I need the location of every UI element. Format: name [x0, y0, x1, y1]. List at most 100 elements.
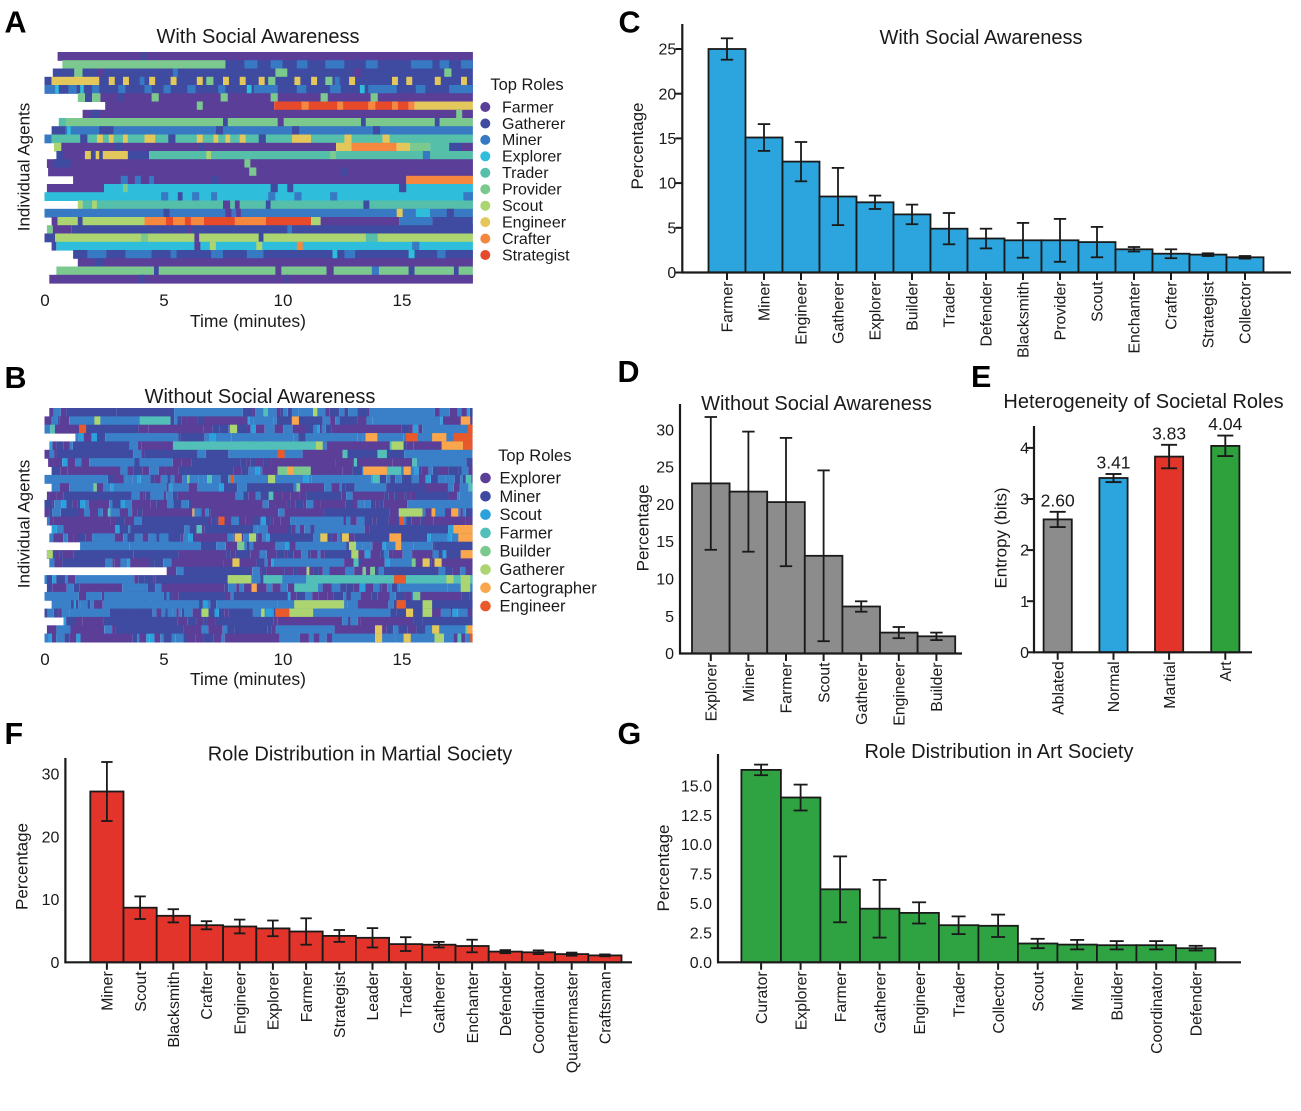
- svg-text:25: 25: [659, 42, 677, 59]
- svg-text:Without Social Awareness: Without Social Awareness: [145, 386, 376, 408]
- svg-text:Explorer: Explorer: [793, 971, 810, 1030]
- svg-text:12.5: 12.5: [681, 808, 712, 825]
- svg-text:1: 1: [1020, 594, 1029, 611]
- svg-text:20: 20: [656, 497, 674, 514]
- svg-text:15: 15: [393, 291, 412, 310]
- svg-text:15: 15: [659, 131, 677, 148]
- svg-text:Entropy (bits): Entropy (bits): [991, 487, 1010, 588]
- svg-text:Blacksmith: Blacksmith: [1016, 282, 1033, 358]
- svg-text:Builder: Builder: [1109, 971, 1126, 1020]
- svg-text:Trader: Trader: [502, 165, 549, 182]
- svg-text:15.0: 15.0: [681, 778, 712, 795]
- svg-text:0: 0: [40, 291, 49, 310]
- svg-text:A: A: [5, 5, 27, 39]
- svg-text:Blacksmith: Blacksmith: [166, 971, 183, 1047]
- svg-text:30: 30: [42, 767, 60, 784]
- svg-text:Time (minutes): Time (minutes): [190, 669, 306, 689]
- svg-text:Percentage: Percentage: [628, 103, 647, 190]
- svg-text:Crafter: Crafter: [1164, 282, 1181, 330]
- svg-text:Explorer: Explorer: [868, 282, 885, 341]
- svg-text:Enchanter: Enchanter: [1127, 282, 1144, 354]
- svg-text:Engineer: Engineer: [794, 282, 811, 345]
- svg-text:Engineer: Engineer: [232, 971, 249, 1034]
- svg-text:Enchanter: Enchanter: [465, 971, 482, 1043]
- svg-text:10: 10: [274, 650, 293, 669]
- svg-text:Gatherer: Gatherer: [432, 971, 449, 1033]
- svg-text:Scout: Scout: [502, 198, 543, 215]
- svg-text:Miner: Miner: [500, 488, 542, 506]
- svg-text:20: 20: [659, 86, 677, 103]
- svg-text:Engineer: Engineer: [892, 663, 909, 726]
- svg-text:4: 4: [1020, 441, 1029, 458]
- svg-text:Gatherer: Gatherer: [872, 971, 889, 1033]
- svg-text:Strategist: Strategist: [332, 971, 349, 1038]
- svg-text:5: 5: [667, 220, 676, 237]
- svg-text:Collector: Collector: [991, 971, 1008, 1033]
- svg-text:Builder: Builder: [500, 543, 552, 561]
- svg-text:2.60: 2.60: [1041, 490, 1075, 510]
- svg-text:3.83: 3.83: [1152, 423, 1186, 443]
- svg-text:3.41: 3.41: [1096, 453, 1130, 473]
- svg-text:Ablated: Ablated: [1050, 661, 1067, 715]
- svg-text:3: 3: [1020, 492, 1029, 509]
- svg-text:2.5: 2.5: [690, 926, 712, 943]
- svg-text:15: 15: [656, 534, 674, 551]
- svg-text:Trader: Trader: [942, 282, 959, 328]
- svg-text:Farmer: Farmer: [833, 971, 850, 1022]
- svg-text:B: B: [5, 361, 27, 395]
- svg-text:Miner: Miner: [741, 663, 758, 703]
- svg-text:0: 0: [50, 955, 59, 972]
- svg-text:Explorer: Explorer: [266, 971, 283, 1030]
- svg-text:Explorer: Explorer: [500, 470, 562, 488]
- svg-text:10: 10: [274, 291, 293, 310]
- svg-text:Trader: Trader: [398, 971, 415, 1017]
- svg-text:Gatherer: Gatherer: [854, 663, 871, 725]
- svg-text:Farmer: Farmer: [299, 971, 316, 1022]
- svg-text:Miner: Miner: [502, 132, 543, 149]
- svg-text:20: 20: [42, 829, 60, 846]
- svg-text:Martial: Martial: [1162, 661, 1179, 708]
- svg-text:Engineer: Engineer: [502, 214, 567, 231]
- svg-text:5: 5: [159, 291, 168, 310]
- svg-text:Engineer: Engineer: [912, 971, 929, 1034]
- svg-text:Craftsman: Craftsman: [598, 971, 615, 1044]
- svg-text:Top Roles: Top Roles: [498, 447, 571, 465]
- svg-text:Gatherer: Gatherer: [831, 282, 848, 344]
- svg-text:0: 0: [1020, 645, 1029, 662]
- svg-text:Scout: Scout: [816, 662, 833, 703]
- svg-text:Engineer: Engineer: [500, 598, 567, 616]
- svg-text:2: 2: [1020, 543, 1029, 560]
- svg-text:Builder: Builder: [929, 663, 946, 712]
- svg-text:5: 5: [159, 650, 168, 669]
- svg-text:Miner: Miner: [100, 971, 117, 1011]
- svg-text:Crafter: Crafter: [199, 971, 216, 1019]
- svg-text:5.0: 5.0: [690, 896, 712, 913]
- svg-text:E: E: [971, 360, 991, 394]
- svg-text:Time (minutes): Time (minutes): [190, 311, 306, 331]
- svg-text:Coordinator: Coordinator: [531, 971, 548, 1054]
- svg-text:D: D: [618, 355, 640, 389]
- svg-text:Explorer: Explorer: [704, 663, 721, 722]
- svg-text:With Social Awareness: With Social Awareness: [879, 27, 1082, 49]
- svg-text:Percentage: Percentage: [12, 823, 31, 910]
- svg-text:Provider: Provider: [502, 182, 562, 199]
- svg-text:Individual Agents: Individual Agents: [14, 460, 33, 589]
- svg-text:G: G: [618, 717, 642, 751]
- svg-text:15: 15: [393, 650, 412, 669]
- svg-text:Strategist: Strategist: [1201, 281, 1218, 348]
- svg-text:Miner: Miner: [1070, 971, 1087, 1011]
- svg-text:Scout: Scout: [133, 971, 150, 1012]
- svg-text:25: 25: [656, 460, 674, 477]
- svg-text:10: 10: [656, 572, 674, 589]
- svg-text:Collector: Collector: [1238, 282, 1255, 344]
- svg-text:5: 5: [665, 609, 674, 626]
- svg-text:Normal: Normal: [1106, 661, 1123, 712]
- svg-text:Defender: Defender: [1188, 971, 1205, 1036]
- svg-text:10: 10: [42, 892, 60, 909]
- svg-text:4.04: 4.04: [1208, 414, 1242, 434]
- svg-text:Art: Art: [1218, 661, 1235, 682]
- svg-text:Leader: Leader: [365, 971, 382, 1020]
- svg-text:Builder: Builder: [905, 282, 922, 331]
- svg-text:10.0: 10.0: [681, 837, 712, 854]
- svg-text:0: 0: [40, 650, 49, 669]
